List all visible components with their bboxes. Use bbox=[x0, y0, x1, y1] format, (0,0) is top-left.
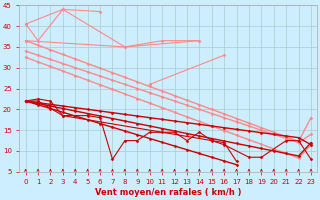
X-axis label: Vent moyen/en rafales ( km/h ): Vent moyen/en rafales ( km/h ) bbox=[95, 188, 242, 197]
